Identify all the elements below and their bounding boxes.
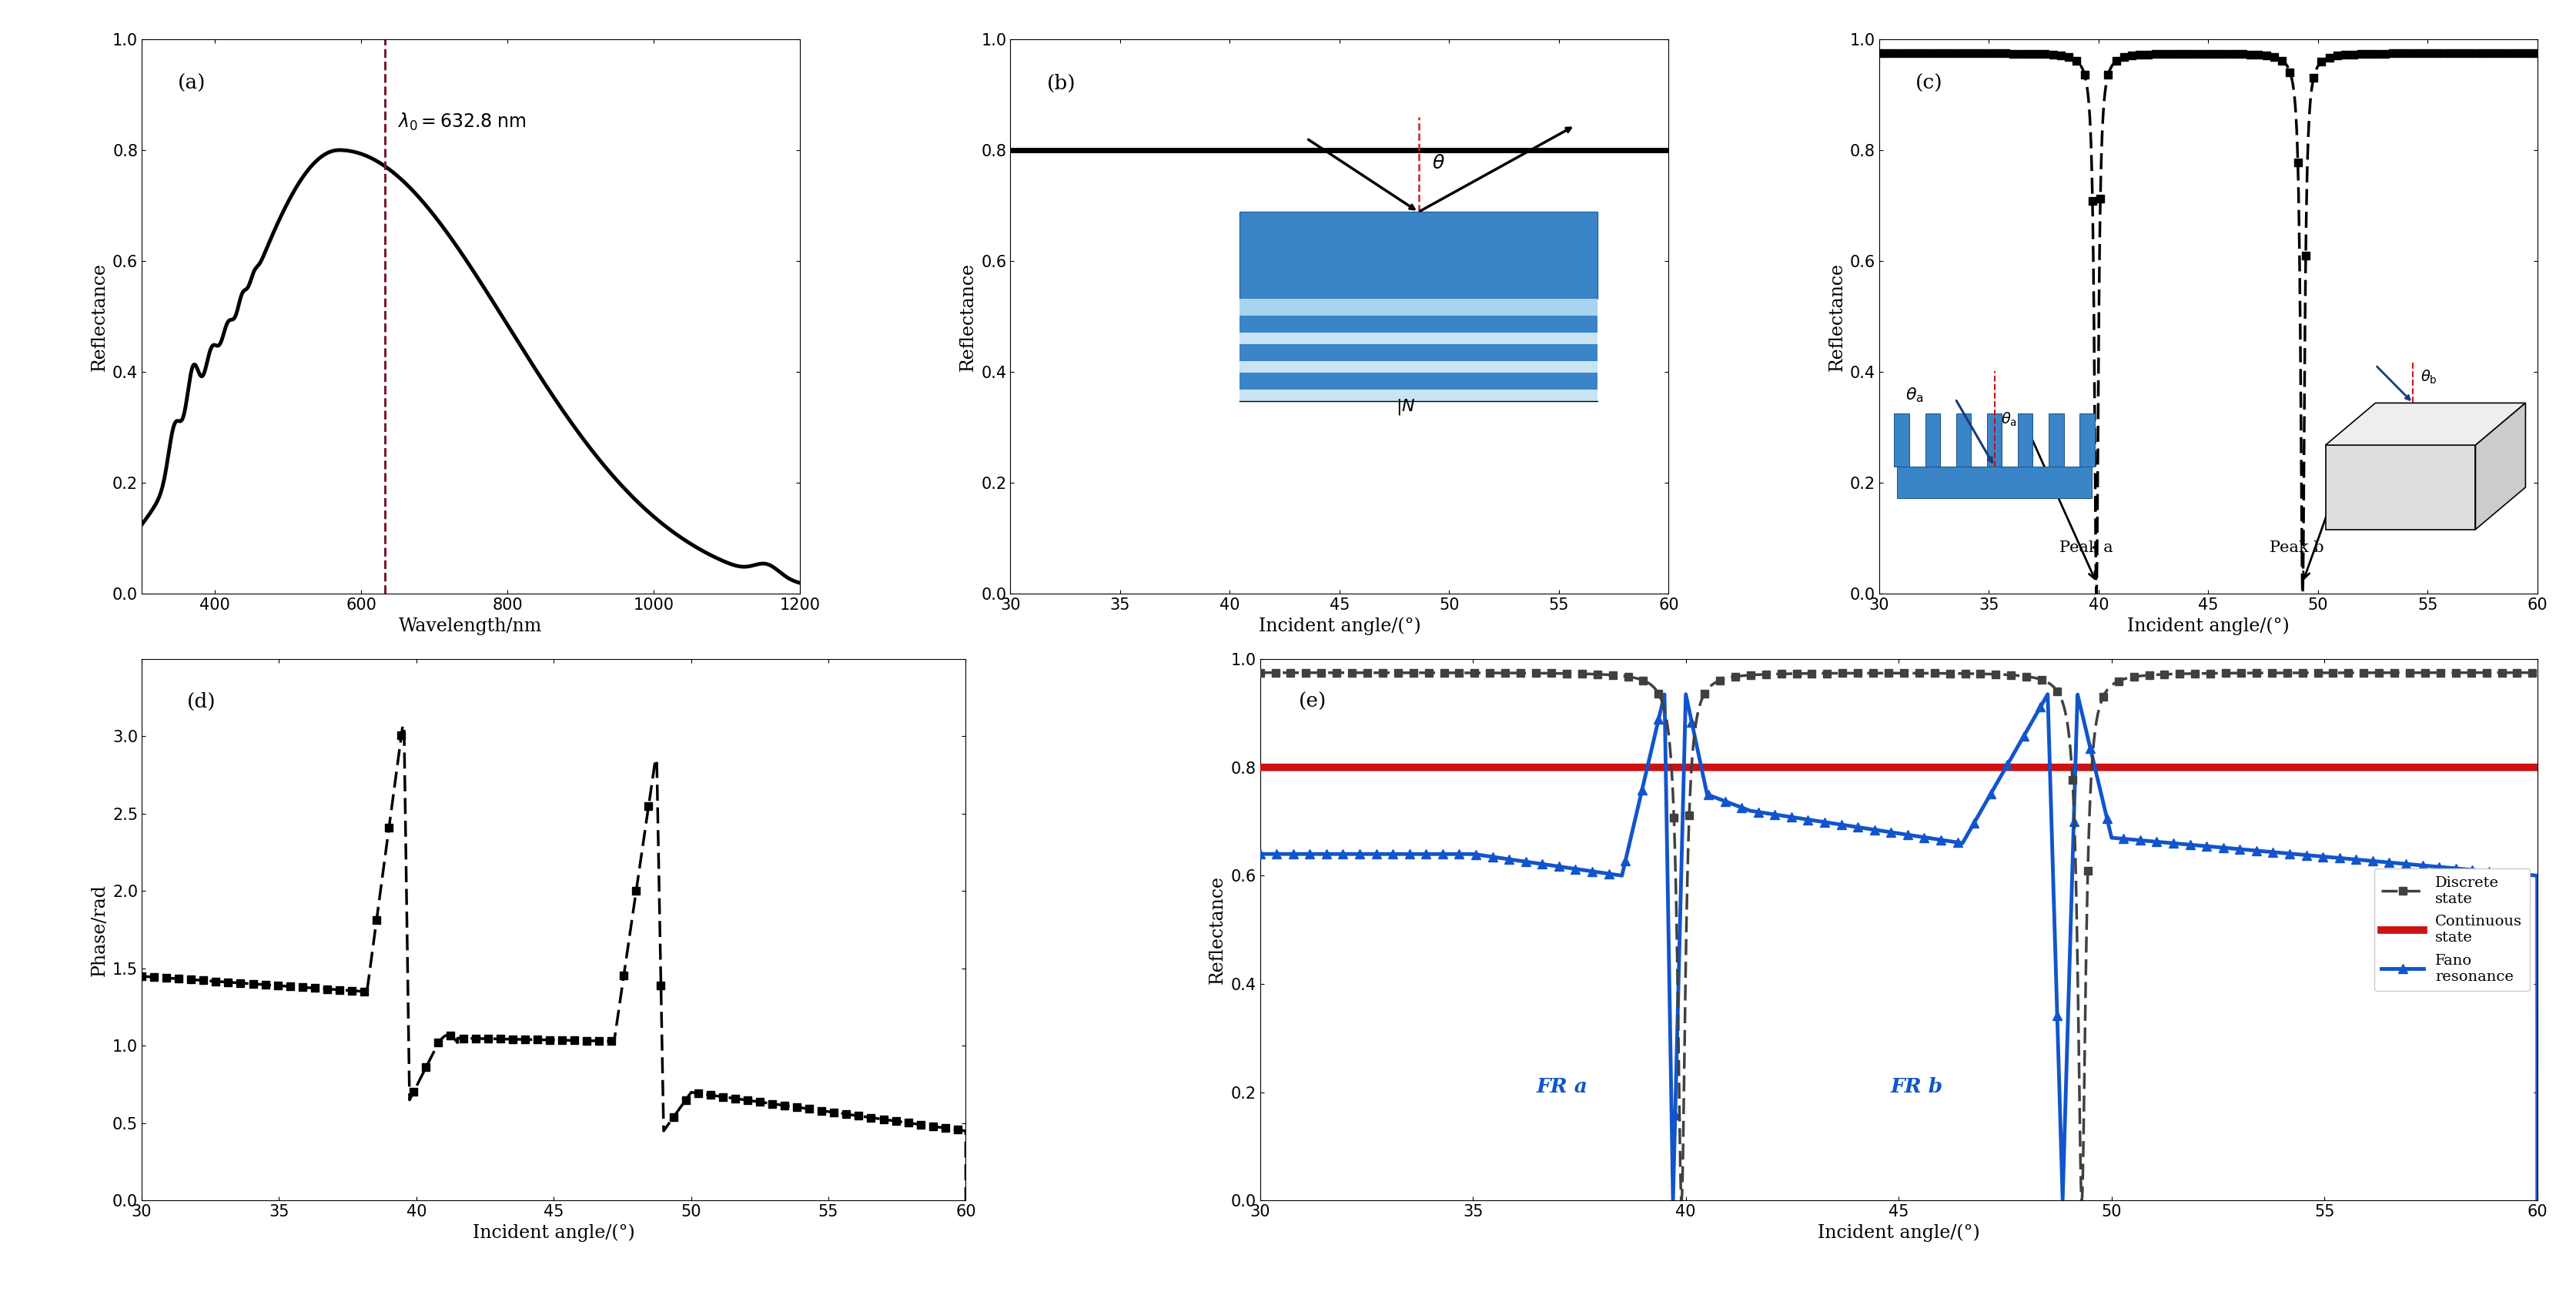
Text: FR b: FR b <box>1891 1077 1942 1096</box>
Fano
resonance <box>1870 823 1901 839</box>
Text: (d): (d) <box>188 693 216 711</box>
Fano
resonance <box>1244 846 1275 861</box>
Text: (a): (a) <box>178 73 206 93</box>
Text: (e): (e) <box>1298 693 1327 711</box>
Discrete
state <box>1667 1193 1698 1208</box>
X-axis label: Incident angle/(°): Incident angle/(°) <box>2128 617 2290 636</box>
Continuous
state <box>2522 760 2553 775</box>
X-axis label: Wavelength/nm: Wavelength/nm <box>399 617 544 636</box>
Text: Peak b: Peak b <box>2269 540 2324 555</box>
Y-axis label: Phase/rad: Phase/rad <box>90 883 108 976</box>
Text: Peak a: Peak a <box>2058 540 2112 555</box>
Fano
resonance <box>1494 852 1525 868</box>
Y-axis label: Reflectance: Reflectance <box>958 262 976 371</box>
Text: $\theta_{\rm a}$: $\theta_{\rm a}$ <box>1906 386 1924 405</box>
Line: Discrete
state: Discrete state <box>1257 669 2540 1205</box>
X-axis label: Incident angle/(°): Incident angle/(°) <box>471 1224 634 1242</box>
Discrete
state <box>2522 664 2553 680</box>
Fano
resonance <box>2522 1193 2553 1208</box>
Fano
resonance <box>1298 846 1329 861</box>
Fano
resonance <box>1321 846 1352 861</box>
Continuous
state <box>2455 760 2486 775</box>
Legend: Discrete
state, Continuous
state, Fano
resonance: Discrete state, Continuous state, Fano r… <box>2375 869 2530 990</box>
X-axis label: Incident angle/(°): Incident angle/(°) <box>1260 617 1419 636</box>
Text: $\lambda_0 = 632.8\ \mathrm{nm}$: $\lambda_0 = 632.8\ \mathrm{nm}$ <box>397 112 528 133</box>
X-axis label: Incident angle/(°): Incident angle/(°) <box>1819 1224 1981 1242</box>
Continuous
state <box>1494 760 1525 775</box>
Continuous
state <box>1298 760 1329 775</box>
Discrete
state <box>1249 664 1280 680</box>
Discrete
state <box>1244 664 1275 680</box>
Discrete
state <box>1494 666 1525 681</box>
Discrete
state <box>1298 664 1329 680</box>
Text: (b): (b) <box>1046 73 1077 93</box>
Y-axis label: Reflectance: Reflectance <box>1829 262 1844 371</box>
Fano
resonance <box>2455 861 2486 877</box>
Text: FR a: FR a <box>1538 1077 1589 1096</box>
Discrete
state <box>1870 666 1901 681</box>
Continuous
state <box>1321 760 1352 775</box>
Fano
resonance <box>1669 686 1700 702</box>
Y-axis label: Reflectance: Reflectance <box>1208 876 1226 984</box>
Line: Fano
resonance: Fano resonance <box>1255 690 2543 1205</box>
Continuous
state <box>1244 760 1275 775</box>
Y-axis label: Reflectance: Reflectance <box>90 262 108 371</box>
Continuous
state <box>1870 760 1901 775</box>
Discrete
state <box>1321 664 1352 680</box>
Discrete
state <box>2455 664 2486 680</box>
Fano
resonance <box>1249 846 1280 861</box>
Continuous
state <box>1249 760 1280 775</box>
Text: (c): (c) <box>1917 73 1942 93</box>
